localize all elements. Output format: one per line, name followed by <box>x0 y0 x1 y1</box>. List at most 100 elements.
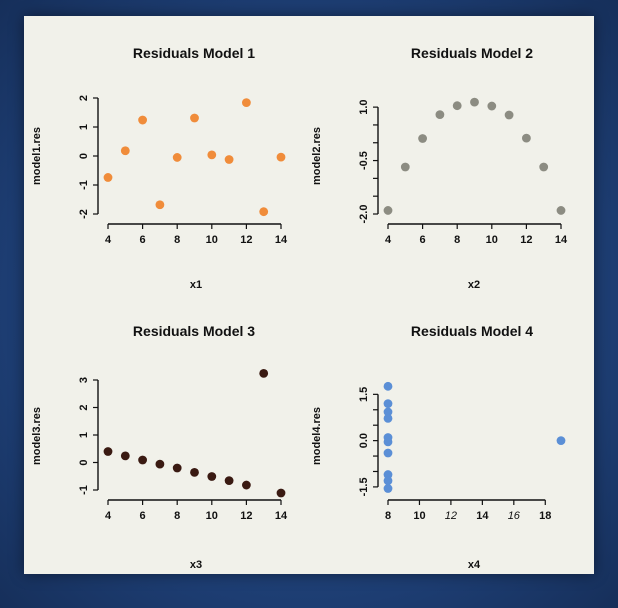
data-point <box>155 459 165 469</box>
data-point <box>383 476 393 486</box>
x-tick-label: 8 <box>385 510 391 522</box>
x-tick-label: 12 <box>240 234 252 246</box>
data-point <box>138 455 147 465</box>
data-point <box>120 451 130 461</box>
plot-title: Residuals Model 4 <box>411 323 533 339</box>
x-axis-label: x1 <box>190 279 202 291</box>
y-tick-label: 0 <box>78 459 90 465</box>
data-point <box>207 150 217 160</box>
x-tick-label: 14 <box>555 234 568 246</box>
data-point <box>103 447 113 456</box>
y-tick-label: -2 <box>78 209 90 219</box>
y-tick-label: -1.5 <box>358 477 370 496</box>
data-point <box>539 162 549 172</box>
data-point <box>242 480 251 490</box>
data-point <box>383 206 393 215</box>
x-axis-label: x3 <box>190 559 202 571</box>
x-tick-label: 6 <box>140 234 146 246</box>
x-tick-label: 6 <box>140 510 146 522</box>
x-tick-label: 14 <box>275 510 288 522</box>
data-point <box>190 468 199 477</box>
subplot-4: Residuals Model 4 8 10 12 14 16 18 -1.5 0.0 1.5 x4… <box>311 323 566 571</box>
x-axis-label: x2 <box>468 279 480 291</box>
x-tick-label: 8 <box>174 510 180 522</box>
y-tick-label: 2 <box>78 404 90 410</box>
data-point <box>383 484 393 493</box>
data-point <box>242 98 251 108</box>
data-point <box>276 152 286 162</box>
data-point <box>504 110 514 120</box>
data-point <box>383 407 393 417</box>
data-point <box>556 436 566 446</box>
plot-title: Residuals Model 2 <box>411 45 533 61</box>
y-tick-label: 1.0 <box>358 99 370 114</box>
data-point <box>383 437 393 447</box>
data-point <box>470 97 479 107</box>
y-axis-label: model4.res <box>311 407 323 465</box>
data-point <box>383 399 393 408</box>
y-tick-label: 1.5 <box>358 387 370 402</box>
y-tick-label: 0.0 <box>358 433 370 448</box>
x-tick-label: 12 <box>445 510 457 522</box>
x-tick-label: 8 <box>174 234 180 246</box>
plot-title: Residuals Model 1 <box>133 45 255 61</box>
plot-title: Residuals Model 3 <box>133 323 255 339</box>
y-axis-label: model2.res <box>311 127 323 185</box>
data-point <box>155 200 165 210</box>
y-tick-label: 1 <box>78 124 90 130</box>
x-tick-label: 10 <box>206 510 218 522</box>
data-point <box>259 207 269 217</box>
x-tick-label: 8 <box>454 234 460 246</box>
plot-panel: Residuals Model 1 4 6 8 10 12 14 -2 -1 0 1 2 x1 model… <box>24 16 594 574</box>
data-point <box>522 133 531 143</box>
x-tick-label: 6 <box>420 234 426 246</box>
subplot-3: Residuals Model 34 6 8 10 12 14-10123x3model3… <box>31 323 288 571</box>
y-tick-label: -0.5 <box>358 151 370 170</box>
x-tick-label: 10 <box>486 234 498 246</box>
x-tick-label: 12 <box>520 234 532 246</box>
data-point <box>383 470 393 479</box>
data-point <box>207 472 217 481</box>
data-point <box>259 369 269 378</box>
data-point <box>400 162 410 172</box>
data-point <box>487 101 497 111</box>
y-tick-label: -2.0 <box>358 205 370 224</box>
data-point <box>224 476 234 486</box>
x-tick-label: 14 <box>476 510 489 522</box>
data-point <box>452 101 462 111</box>
y-axis-label: model1.res <box>31 127 43 185</box>
data-point <box>172 153 182 162</box>
data-point <box>556 206 566 215</box>
data-point <box>120 146 130 156</box>
x-tick-label: 4 <box>385 234 392 246</box>
data-point <box>190 113 199 123</box>
x-axis-label: x4 <box>468 559 481 571</box>
y-tick-label: 0 <box>78 153 90 159</box>
x-tick-label: 10 <box>206 234 218 246</box>
data-point <box>418 134 427 143</box>
y-tick-label: 1 <box>78 432 90 438</box>
x-tick-label: 12 <box>240 510 252 522</box>
subplot-1: Residuals Model 14 6 8 10 12 14-2-1012x1model… <box>31 45 288 291</box>
data-point <box>383 414 393 423</box>
data-point <box>224 155 234 164</box>
data-point <box>435 110 445 120</box>
y-axis-label: model3.res <box>31 407 43 465</box>
data-point <box>138 115 147 125</box>
data-point <box>276 488 286 498</box>
subplot-2: Residuals Model 2 4 6 8 10 12 14 -2.0 -0.5 1.0 x2 m… <box>311 45 568 291</box>
y-tick-label: -1 <box>78 180 90 190</box>
y-tick-label: -1 <box>78 485 90 495</box>
x-tick-label: 14 <box>275 234 288 246</box>
data-point <box>383 381 393 391</box>
y-tick-label: 3 <box>78 377 90 383</box>
x-tick-label: 4 <box>105 510 112 522</box>
x-tick-label: 4 <box>105 234 112 246</box>
y-tick-label: 2 <box>78 95 90 101</box>
x-tick-label: 18 <box>539 510 551 522</box>
data-point <box>103 173 113 182</box>
data-point <box>172 463 182 473</box>
x-tick-label: 16 <box>508 510 521 522</box>
data-point <box>383 448 393 458</box>
residual-plots-grid: Residuals Model 14 6 8 10 12 14-2-1012x1model… <box>31 45 568 571</box>
